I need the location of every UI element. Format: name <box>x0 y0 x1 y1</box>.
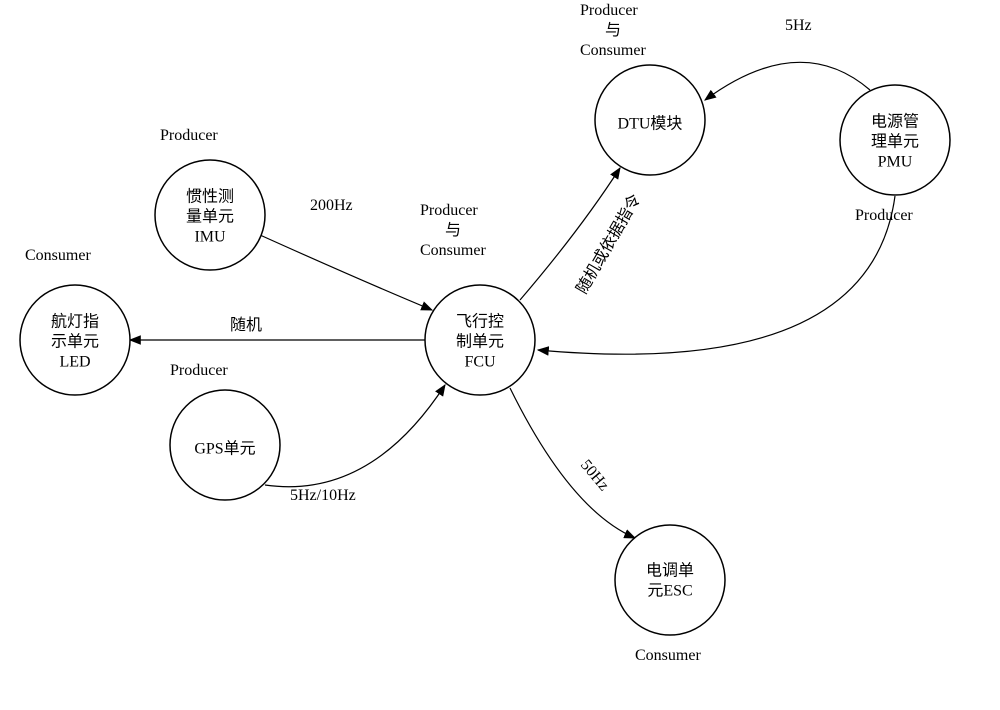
node-dtu: DTU模块 <box>595 65 705 175</box>
svg-text:量单元: 量单元 <box>186 208 234 226</box>
node-fcu: 飞行控 制单元 FCU <box>425 285 535 395</box>
svg-text:LED: LED <box>59 354 90 371</box>
svg-text:示单元: 示单元 <box>51 333 99 351</box>
svg-text:电源管: 电源管 <box>871 113 919 131</box>
edge-gps-fcu <box>265 385 445 487</box>
edge-label-fcu-dtu: 随机或依据指令 <box>573 191 645 297</box>
svg-text:DTU模块: DTU模块 <box>618 115 683 133</box>
node-led: 航灯指 示单元 LED <box>20 285 130 395</box>
role-fcu-1: Producer <box>420 202 478 219</box>
svg-text:飞行控: 飞行控 <box>456 313 504 331</box>
node-esc: 电调单 元ESC <box>615 525 725 635</box>
svg-text:航灯指: 航灯指 <box>51 313 99 331</box>
role-fcu-2: 与 <box>445 221 461 239</box>
svg-text:GPS单元: GPS单元 <box>194 440 255 458</box>
role-led: Consumer <box>25 247 91 264</box>
node-imu: 惯性测 量单元 IMU <box>155 160 265 270</box>
node-gps: GPS单元 <box>170 390 280 500</box>
svg-text:IMU: IMU <box>194 229 226 246</box>
role-dtu-3: Consumer <box>580 42 646 59</box>
edge-label-imu-fcu: 200Hz <box>310 197 353 214</box>
edge-fcu-esc <box>510 388 635 538</box>
role-pmu: Producer <box>855 207 913 224</box>
svg-text:FCU: FCU <box>464 354 496 371</box>
svg-text:理单元: 理单元 <box>871 133 919 151</box>
svg-text:电调单: 电调单 <box>646 562 694 580</box>
role-dtu-2: 与 <box>605 21 621 39</box>
role-dtu-1: Producer <box>580 2 638 19</box>
role-esc: Consumer <box>635 647 701 664</box>
role-gps: Producer <box>170 362 228 379</box>
edge-label-pmu-dtu: 5Hz <box>785 17 812 34</box>
svg-text:元ESC: 元ESC <box>647 583 692 600</box>
node-pmu: 电源管 理单元 PMU <box>840 85 950 195</box>
svg-text:惯性测: 惯性测 <box>186 188 234 206</box>
edge-label-gps-fcu: 5Hz/10Hz <box>290 487 356 504</box>
edge-imu-fcu <box>260 235 432 310</box>
role-fcu-3: Consumer <box>420 242 486 259</box>
svg-text:制单元: 制单元 <box>456 333 504 351</box>
edge-pmu-dtu <box>705 62 870 100</box>
edge-label-fcu-esc: 50Hz <box>577 457 612 494</box>
role-imu: Producer <box>160 127 218 144</box>
svg-text:PMU: PMU <box>878 154 913 171</box>
edge-label-fcu-led: 随机 <box>230 316 262 334</box>
